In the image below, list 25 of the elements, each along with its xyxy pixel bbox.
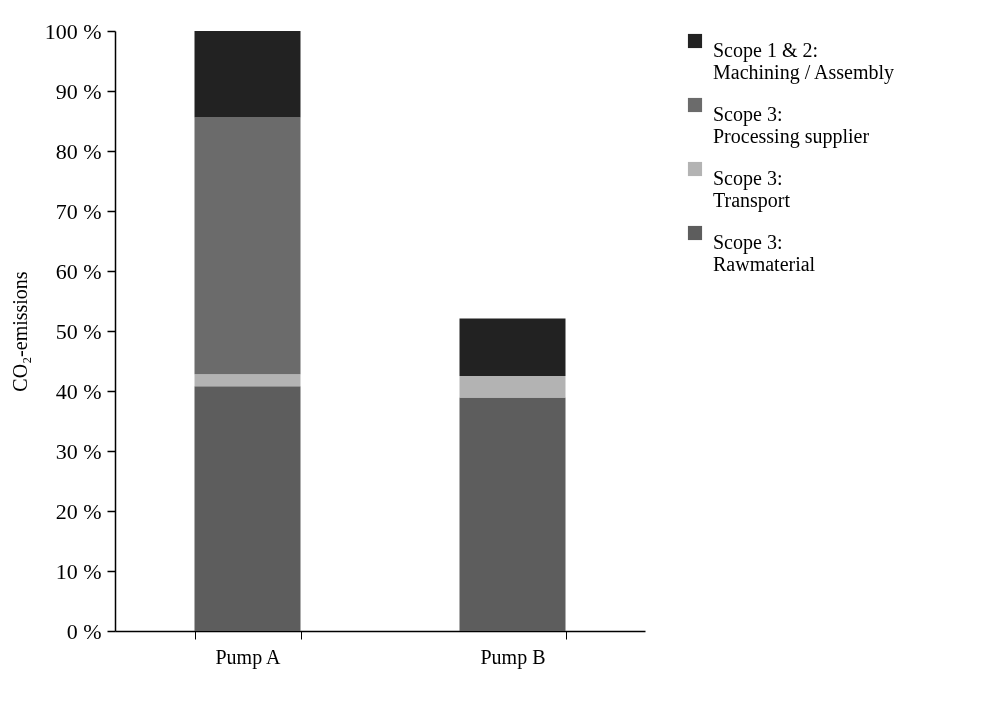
y-tick-label: 20 % bbox=[55, 498, 102, 524]
legend-label: Scope 1 & 2: Machining / Assembly bbox=[713, 39, 895, 84]
y-axis-title: CO₂-emissions bbox=[8, 271, 31, 392]
y-tick-label: 80 % bbox=[55, 138, 102, 164]
y-tick-label: 100 % bbox=[44, 18, 102, 44]
y-tick-label: 10 % bbox=[55, 558, 102, 584]
y-tick-label: 90 % bbox=[55, 78, 102, 104]
bar bbox=[459, 397, 566, 631]
bar bbox=[459, 376, 566, 398]
y-tick-label: 60 % bbox=[55, 258, 102, 284]
bar bbox=[194, 31, 301, 118]
y-tick-label: 70 % bbox=[55, 198, 102, 224]
bar bbox=[459, 318, 566, 376]
legend-label: Scope 3: Transport bbox=[713, 167, 791, 212]
legend-label: Scope 3: Rawmaterial bbox=[713, 231, 816, 275]
bar bbox=[194, 117, 301, 375]
y-tick-label: 40 % bbox=[55, 378, 102, 404]
bar bbox=[194, 386, 301, 631]
y-tick-label: 50 % bbox=[55, 318, 102, 344]
bar bbox=[194, 374, 301, 387]
x-tick-label: Pump A bbox=[215, 645, 282, 669]
legend-label: Scope 3: Processing supplier bbox=[713, 103, 870, 148]
y-tick-label: 0 % bbox=[66, 618, 102, 644]
x-tick-label: Pump B bbox=[480, 645, 546, 669]
y-tick-label: 30 % bbox=[55, 438, 102, 464]
